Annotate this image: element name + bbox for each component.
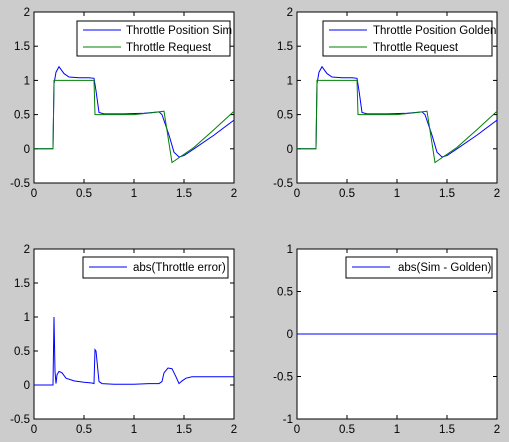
y-tick-label: 1.5 bbox=[14, 278, 30, 290]
y-tick-label: 0 bbox=[287, 144, 293, 156]
legend: Throttle Position Golden Throttle Reques… bbox=[322, 20, 496, 57]
x-tick-label: 0 bbox=[294, 188, 300, 200]
y-tick-label: -0.5 bbox=[10, 178, 30, 190]
x-tick-label: 0.5 bbox=[339, 188, 355, 200]
y-tick-label: 1 bbox=[24, 312, 30, 324]
series-line bbox=[34, 316, 234, 386]
y-tick-label: -0.5 bbox=[273, 178, 293, 190]
y-tick-label: 2 bbox=[287, 7, 293, 19]
x-tick-label: 1.5 bbox=[439, 424, 455, 436]
x-tick-label: 0.5 bbox=[339, 424, 355, 436]
x-tick-label: 2 bbox=[494, 424, 500, 436]
y-tick-label: 2 bbox=[24, 244, 30, 256]
y-tick-label: 1 bbox=[287, 75, 293, 87]
y-tick-label: 0.5 bbox=[14, 346, 30, 358]
y-tick-label: -0.5 bbox=[273, 372, 293, 384]
y-tick-label: 0 bbox=[287, 329, 293, 341]
legend-label: abs(Sim - Golden) bbox=[398, 262, 491, 274]
y-tick-label: 1 bbox=[287, 244, 293, 256]
y-tick-label: 0.5 bbox=[277, 287, 293, 299]
y-tick-label: 2 bbox=[24, 7, 30, 19]
subplot-sim-golden-diff: -1 -0.5 0 0.5 1 0 0.5 1 1.5 2 abs(Sim - Golden) bbox=[273, 244, 500, 436]
y-tick-label: 1 bbox=[24, 75, 30, 87]
x-tick-label: 1.5 bbox=[176, 188, 192, 200]
series-line bbox=[34, 65, 235, 158]
subplot-throttle-golden: -0.500.511.520 0.5 1 1.5 2 Throttle Position… bbox=[273, 7, 500, 200]
y-tick-label: -0.5 bbox=[10, 414, 30, 426]
legend: abs(Throttle error) bbox=[82, 256, 229, 279]
y-tick-label: 0.5 bbox=[277, 110, 293, 122]
y-tick-label: 1.5 bbox=[14, 41, 30, 53]
legend-label: Throttle Request bbox=[126, 42, 212, 54]
legend-label: abs(Throttle error) bbox=[133, 262, 226, 274]
y-tick-label: 0 bbox=[24, 380, 30, 392]
x-tick-label: 1.5 bbox=[439, 188, 455, 200]
x-tick-label: 1 bbox=[394, 424, 400, 436]
y-tick-label: 0 bbox=[24, 144, 30, 156]
subplot-throttle-error: -0.500.511.520 0.5 1 1.5 2 abs(Throttle erro… bbox=[10, 244, 237, 436]
y-tick-label: -1 bbox=[283, 414, 293, 426]
legend: Throttle Position Sim Throttle Request bbox=[76, 20, 232, 57]
x-tick-label: 2 bbox=[494, 188, 500, 200]
x-tick-label: 1.5 bbox=[176, 424, 192, 436]
legend-label: Throttle Position Golden bbox=[373, 25, 496, 37]
x-tick-label: 0 bbox=[31, 424, 37, 436]
subplot-throttle-sim: -0.500.511.520 0.5 1 1.5 2 Throttle Position… bbox=[10, 7, 237, 200]
x-tick-label: 0.5 bbox=[76, 424, 92, 436]
x-tick-label: 1 bbox=[131, 424, 137, 436]
y-tick-label: 1.5 bbox=[277, 41, 293, 53]
x-tick-label: 1 bbox=[131, 188, 137, 200]
x-tick-label: 2 bbox=[231, 188, 237, 200]
legend-label: Throttle Position Sim bbox=[126, 25, 232, 37]
series-line bbox=[297, 65, 498, 158]
legend: abs(Sim - Golden) bbox=[345, 256, 493, 279]
x-tick-label: 0 bbox=[31, 188, 37, 200]
y-tick-label: 0.5 bbox=[14, 110, 30, 122]
series-line bbox=[34, 79, 235, 164]
x-tick-label: 1 bbox=[394, 188, 400, 200]
x-tick-label: 0 bbox=[294, 424, 300, 436]
x-tick-label: 0.5 bbox=[76, 188, 92, 200]
legend-label: Throttle Request bbox=[373, 42, 459, 54]
series-line bbox=[297, 79, 498, 164]
x-tick-label: 2 bbox=[231, 424, 237, 436]
